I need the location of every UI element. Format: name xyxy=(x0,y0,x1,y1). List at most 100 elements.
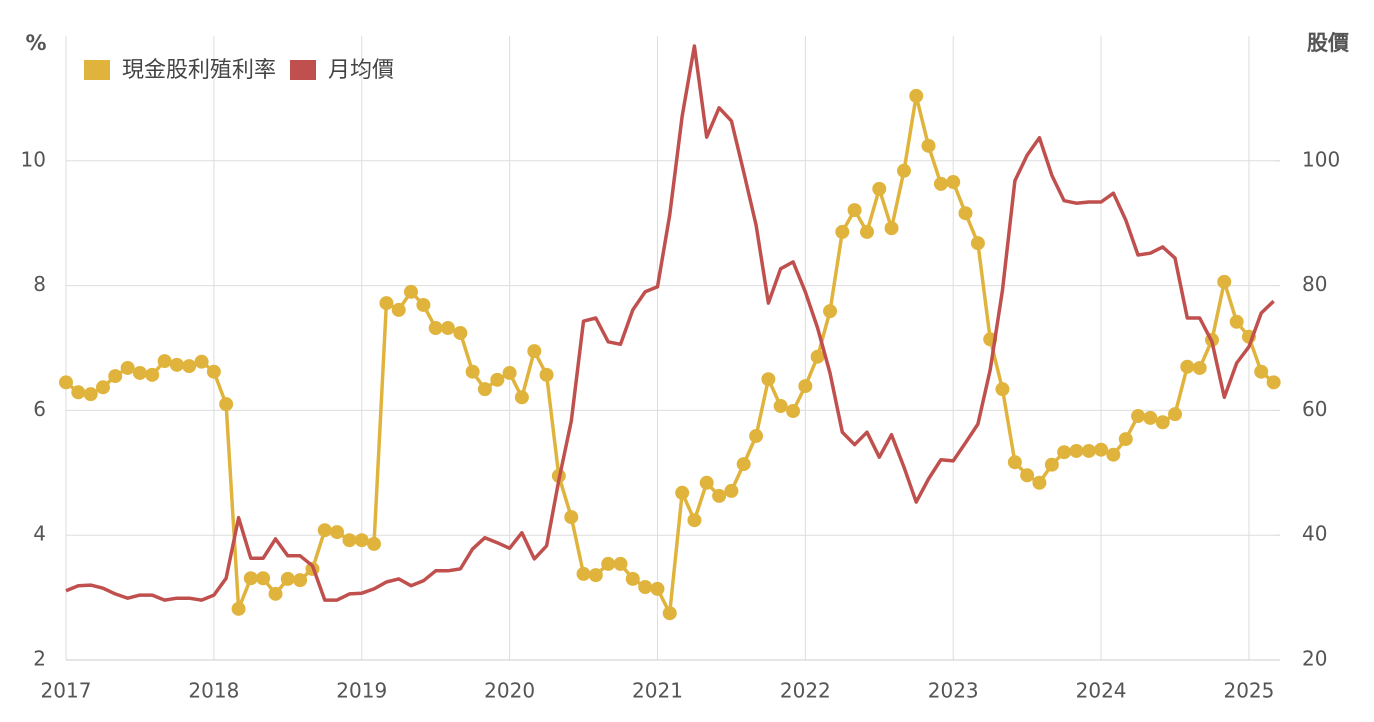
point xyxy=(145,367,160,382)
point xyxy=(909,88,924,103)
y-tick-label: 6 xyxy=(33,397,46,421)
point xyxy=(1192,360,1207,375)
point xyxy=(860,224,875,239)
point xyxy=(675,485,690,500)
point xyxy=(502,365,517,380)
point xyxy=(712,488,727,503)
x-tick-label: 2020 xyxy=(484,679,535,703)
point xyxy=(1106,447,1121,462)
point xyxy=(169,357,184,372)
point xyxy=(268,586,283,601)
point xyxy=(342,533,357,548)
point xyxy=(687,513,702,528)
point xyxy=(798,379,813,394)
x-tick-label: 2021 xyxy=(632,679,683,703)
legend-swatch xyxy=(290,60,317,80)
point xyxy=(995,382,1010,397)
point xyxy=(872,181,887,196)
point xyxy=(194,354,209,369)
point xyxy=(293,573,308,588)
y-tick-label: 4 xyxy=(33,522,46,546)
point xyxy=(1020,468,1035,483)
point xyxy=(1217,274,1232,289)
y2-tick-label: 60 xyxy=(1302,397,1327,421)
point xyxy=(1229,314,1244,329)
x-tick-label: 2018 xyxy=(188,679,239,703)
point xyxy=(1081,443,1096,458)
point xyxy=(736,457,751,472)
point xyxy=(601,556,616,571)
point xyxy=(428,321,443,336)
point xyxy=(243,571,258,586)
point xyxy=(650,581,665,596)
point xyxy=(564,510,579,525)
legend: 現金股利殖利率 月均價 xyxy=(84,58,394,83)
y2-tick-label: 40 xyxy=(1302,522,1327,546)
point xyxy=(1143,410,1158,425)
point xyxy=(465,364,480,379)
legend-label: 現金股利殖利率 xyxy=(122,58,276,83)
point xyxy=(786,404,801,419)
point xyxy=(588,568,603,583)
point xyxy=(477,382,492,397)
point xyxy=(970,236,985,251)
point xyxy=(330,525,345,540)
point xyxy=(108,369,123,384)
point xyxy=(453,326,468,341)
y-tick-label: 2 xyxy=(33,647,46,671)
point xyxy=(699,475,714,490)
legend-swatch xyxy=(84,60,110,80)
point xyxy=(219,397,234,412)
point xyxy=(391,302,406,317)
point xyxy=(625,571,640,586)
x-tick-label: 2017 xyxy=(41,679,92,703)
point xyxy=(884,221,899,236)
point xyxy=(182,359,197,374)
point xyxy=(921,138,936,153)
series-line xyxy=(65,44,1275,602)
point xyxy=(367,536,382,551)
point xyxy=(1131,409,1146,424)
point xyxy=(539,367,554,382)
point xyxy=(1032,475,1047,490)
point xyxy=(810,349,825,364)
point xyxy=(354,533,369,548)
y2-tick-label: 100 xyxy=(1302,147,1340,171)
point xyxy=(896,163,911,178)
point xyxy=(576,566,591,581)
point xyxy=(280,571,295,586)
point xyxy=(1180,359,1195,374)
point xyxy=(724,483,739,498)
point xyxy=(256,571,271,586)
point xyxy=(83,387,98,402)
point xyxy=(157,354,172,369)
point xyxy=(958,206,973,221)
point xyxy=(120,360,135,375)
point xyxy=(662,606,677,621)
y-tick-label: 8 xyxy=(33,272,46,296)
y2-tick-label: 80 xyxy=(1302,272,1327,296)
point xyxy=(1044,457,1059,472)
y-tick-label: 10 xyxy=(21,147,46,171)
point xyxy=(403,284,418,299)
point xyxy=(1007,455,1022,470)
point xyxy=(847,203,862,218)
point xyxy=(416,297,431,312)
point xyxy=(946,175,961,190)
point xyxy=(823,304,838,319)
point xyxy=(317,523,332,538)
point xyxy=(1069,443,1084,458)
y-axis-title: % xyxy=(25,31,46,55)
point xyxy=(490,372,505,387)
point xyxy=(1118,432,1133,447)
point xyxy=(1094,442,1109,457)
point xyxy=(379,296,394,311)
point xyxy=(71,385,86,400)
point xyxy=(206,364,221,379)
point xyxy=(514,390,529,405)
point xyxy=(132,365,147,380)
x-tick-label: 2019 xyxy=(336,679,387,703)
point xyxy=(933,176,948,191)
point xyxy=(749,428,764,443)
